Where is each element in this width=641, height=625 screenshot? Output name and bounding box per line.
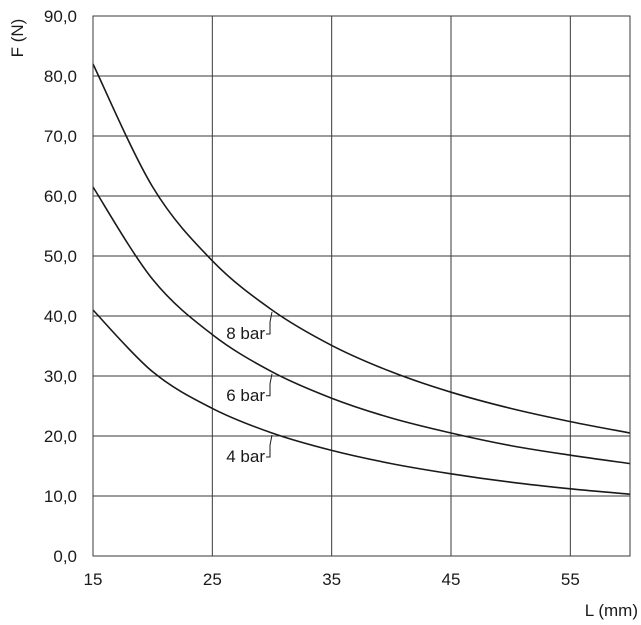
y-tick-label: 80,0 (44, 67, 77, 86)
x-tick-label: 55 (561, 570, 580, 589)
y-tick-label: 70,0 (44, 127, 77, 146)
series-labels: 8 bar 6 bar 4 bar (226, 324, 265, 466)
chart-grid (92, 15, 630, 557)
x-axis-title: L (mm) (585, 601, 638, 620)
y-tick-label: 60,0 (44, 187, 77, 206)
series-label-leaders (266, 311, 273, 458)
x-tick-label: 45 (442, 570, 461, 589)
y-axis-title: F (N) (8, 19, 27, 58)
series-label-6-bar: 6 bar (226, 386, 265, 405)
series-label-8-bar: 8 bar (226, 324, 265, 343)
x-tick-label: 25 (203, 570, 222, 589)
series-line-8-bar (92, 63, 631, 434)
y-tick-label: 30,0 (44, 367, 77, 386)
y-tick-label: 0,0 (53, 547, 77, 566)
y-tick-label: 50,0 (44, 247, 77, 266)
y-tick-label: 40,0 (44, 307, 77, 326)
series-line-4-bar (92, 309, 631, 495)
y-tick-label: 90,0 (44, 7, 77, 26)
series-label-leader (266, 434, 273, 458)
plot-frame (92, 15, 631, 557)
series-label-4-bar: 4 bar (226, 447, 265, 466)
series-line-6-bar (92, 186, 631, 465)
series-label-leader (266, 373, 273, 397)
y-tick-label: 10,0 (44, 487, 77, 506)
chart-series (92, 63, 631, 495)
x-tick-label: 15 (84, 570, 103, 589)
y-axis-tick-labels: 0,0 10,0 20,0 30,0 40,0 50,0 60,0 70,0 80,0 90,0 (44, 7, 77, 566)
x-tick-label: 35 (322, 570, 341, 589)
series-label-leader (266, 311, 273, 335)
y-tick-label: 20,0 (44, 427, 77, 446)
x-axis-tick-labels: 15 25 35 45 55 (84, 570, 580, 589)
